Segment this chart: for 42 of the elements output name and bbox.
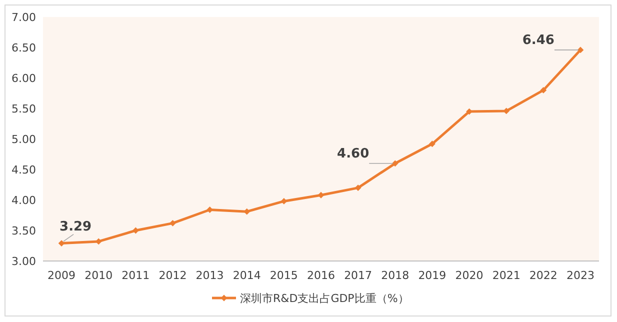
point	[392, 160, 398, 167]
point	[244, 208, 250, 215]
y-tick-label: 4.00	[12, 194, 36, 207]
y-tick-label: 6.00	[12, 72, 36, 85]
point	[206, 206, 213, 213]
data-label: 6.46	[522, 32, 554, 48]
point	[58, 240, 65, 247]
x-tick-label: 2014	[232, 269, 261, 282]
point	[466, 108, 472, 115]
x-tick-label: 2020	[455, 269, 484, 282]
point	[354, 184, 362, 191]
x-tick-label: 2015	[270, 269, 298, 282]
x-tick-label: 2010	[84, 269, 113, 282]
point	[540, 87, 547, 94]
x-tick-label: 2011	[122, 269, 150, 282]
x-tick-label: 2009	[48, 269, 76, 282]
point	[318, 192, 324, 198]
point	[132, 227, 139, 234]
y-tick-label: 5.00	[12, 133, 36, 146]
y-tick-label: 3.50	[12, 224, 36, 238]
y-tick-label: 3.00	[12, 255, 36, 268]
y-tick-label: 6.50	[12, 42, 36, 54]
y-tick-label: 5.50	[12, 102, 36, 116]
point	[577, 46, 584, 54]
point	[429, 140, 436, 148]
data-label: 3.29	[60, 219, 92, 234]
x-tick-label: 2019	[418, 269, 446, 282]
legend-label: 深圳市R&D支出占GDP比重（%）	[240, 292, 409, 305]
x-tick-label: 2022	[529, 269, 558, 282]
x-tick-label: 2017	[344, 269, 372, 282]
data-label: 4.60	[337, 146, 370, 162]
y-tick-label: 7.00	[12, 11, 36, 24]
x-tick-label: 2018	[381, 269, 410, 282]
y-tick-label: 4.50	[12, 164, 36, 176]
point	[280, 198, 288, 204]
x-tick-label: 2016	[307, 269, 335, 282]
point	[170, 220, 176, 226]
x-tick-label: 2013	[196, 269, 224, 282]
x-tick-label: 2023	[566, 269, 594, 282]
point	[503, 108, 510, 114]
x-tick-label: 2021	[492, 269, 520, 282]
x-tick-label: 2012	[158, 269, 187, 282]
